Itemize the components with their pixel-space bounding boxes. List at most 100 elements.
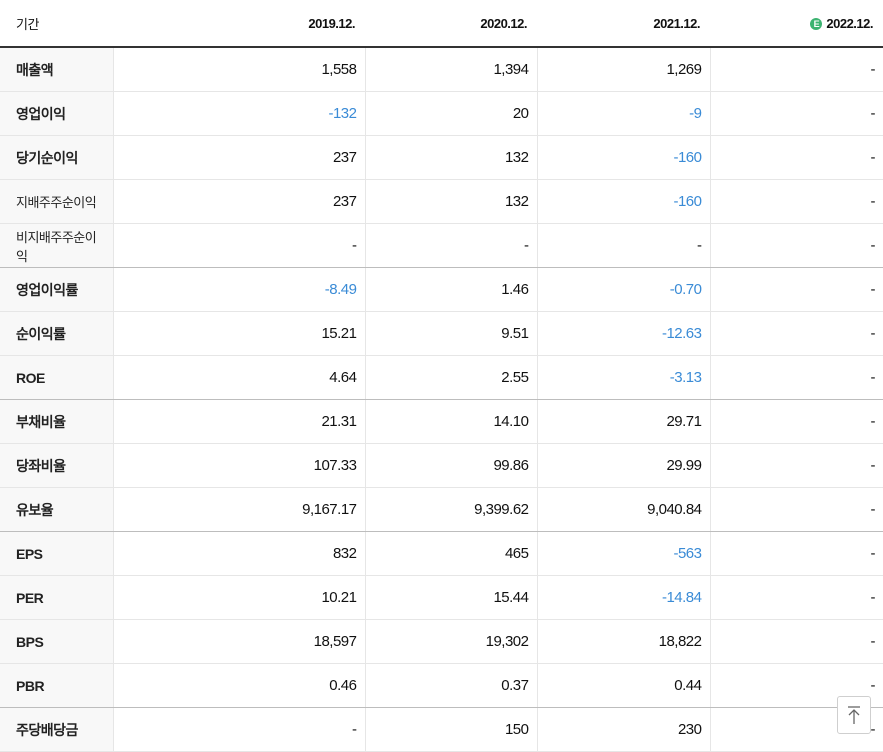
table-cell: 21.31 bbox=[112, 399, 365, 444]
table-cell: - bbox=[112, 707, 365, 752]
row-label: EPS bbox=[0, 531, 113, 576]
table-cell: 4.64 bbox=[112, 355, 365, 400]
table-row: 주당배당금 -150 230- bbox=[0, 707, 883, 752]
table-cell: 0.46 bbox=[112, 663, 365, 708]
table-cell: - bbox=[709, 619, 883, 664]
table-cell: -8.49 bbox=[112, 267, 365, 312]
table-cell: 20 bbox=[364, 91, 537, 136]
arrow-up-to-top-icon bbox=[848, 706, 860, 724]
table-cell: 0.37 bbox=[364, 663, 537, 708]
table-cell: -160 bbox=[536, 135, 710, 180]
table-cell: 132 bbox=[364, 135, 537, 180]
table-cell: 1,558 bbox=[112, 47, 365, 92]
table-cell: - bbox=[709, 399, 883, 444]
table-cell: 832 bbox=[112, 531, 365, 576]
table-cell: 237 bbox=[112, 135, 365, 180]
period-2021: 2021.12. bbox=[537, 0, 710, 48]
estimate-icon: E bbox=[810, 17, 823, 30]
table-cell: 9.51 bbox=[364, 311, 537, 356]
table-cell: 150 bbox=[364, 707, 537, 752]
table-row: PER 10.21 15.44 -14.84- bbox=[0, 575, 883, 620]
row-label: BPS bbox=[0, 619, 113, 664]
table-row: 부채비율 21.31 14.10 29.71- bbox=[0, 399, 883, 444]
table-cell: 19,302 bbox=[364, 619, 537, 664]
table-cell: 18,597 bbox=[112, 619, 365, 664]
table-cell: - bbox=[709, 443, 883, 488]
table-cell: -9 bbox=[536, 91, 710, 136]
table-row: 매출액 1,558 1,394 1,269- bbox=[0, 47, 883, 92]
row-label: 유보율 bbox=[0, 487, 113, 532]
table-cell: - bbox=[709, 575, 883, 620]
table-cell: 1.46 bbox=[364, 267, 537, 312]
table-row: 영업이익 -132 20 -9- bbox=[0, 91, 883, 136]
table-cell: 2.55 bbox=[364, 355, 537, 400]
table-cell: 18,822 bbox=[536, 619, 710, 664]
table-cell: - bbox=[709, 91, 883, 136]
table-cell: 29.71 bbox=[536, 399, 710, 444]
table-cell: 237 bbox=[112, 179, 365, 224]
table-cell: 9,040.84 bbox=[536, 487, 710, 532]
period-label: 기간 bbox=[0, 0, 113, 48]
table-cell: -3.13 bbox=[536, 355, 710, 400]
header-row: 기간 2019.12. 2020.12. 2021.12. E 2022.12. bbox=[0, 0, 883, 48]
row-label: 순이익률 bbox=[0, 311, 113, 356]
table-row: 영업이익률 -8.49 1.46 -0.70- bbox=[0, 267, 883, 312]
row-label: 주당배당금 bbox=[0, 707, 113, 752]
row-label: 영업이익 bbox=[0, 91, 113, 136]
table-cell: 230 bbox=[536, 707, 710, 752]
row-label: 당기순이익 bbox=[0, 135, 113, 180]
table-row: EPS 832 465 -563- bbox=[0, 531, 883, 576]
table-cell: -0.70 bbox=[536, 267, 710, 312]
table-cell: -160 bbox=[536, 179, 710, 224]
table-row: ROE 4.64 2.55 -3.13- bbox=[0, 355, 883, 400]
scroll-to-top-button[interactable] bbox=[837, 696, 871, 734]
table-cell: 107.33 bbox=[112, 443, 365, 488]
table-cell: 1,269 bbox=[536, 47, 710, 92]
table-row: PBR 0.46 0.37 0.44- bbox=[0, 663, 883, 708]
table-cell: - bbox=[709, 135, 883, 180]
table-row: 지배주주순이익 237 132 -160- bbox=[0, 179, 883, 224]
table-cell: 9,167.17 bbox=[112, 487, 365, 532]
table-cell: - bbox=[709, 355, 883, 400]
table-cell: 9,399.62 bbox=[364, 487, 537, 532]
period-2022-label: 2022.12. bbox=[826, 15, 873, 31]
period-2019: 2019.12. bbox=[113, 0, 365, 48]
table-cell: - bbox=[709, 531, 883, 576]
table-cell: 132 bbox=[364, 179, 537, 224]
table-cell: - bbox=[709, 311, 883, 356]
table-cell: - bbox=[709, 223, 883, 268]
table-row: 당기순이익 237 132 -160- bbox=[0, 135, 883, 180]
table-cell: 1,394 bbox=[364, 47, 537, 92]
table-cell: -563 bbox=[536, 531, 710, 576]
table-cell: - bbox=[709, 47, 883, 92]
table-cell: 0.44 bbox=[536, 663, 710, 708]
table-cell: 14.10 bbox=[364, 399, 537, 444]
table-cell: 15.44 bbox=[364, 575, 537, 620]
period-2020: 2020.12. bbox=[365, 0, 537, 48]
row-label: PER bbox=[0, 575, 113, 620]
table-row: 순이익률 15.21 9.51 -12.63- bbox=[0, 311, 883, 356]
row-label: ROE bbox=[0, 355, 113, 400]
table-cell: - bbox=[709, 179, 883, 224]
table-cell: - bbox=[112, 223, 365, 268]
period-2022: E 2022.12. bbox=[710, 0, 883, 48]
table-cell: 15.21 bbox=[112, 311, 365, 356]
row-label: 영업이익률 bbox=[0, 267, 113, 312]
table-cell: -132 bbox=[112, 91, 365, 136]
table-row: 비지배주주순이익 - - - - bbox=[0, 223, 883, 268]
table-cell: - bbox=[536, 223, 710, 268]
table-cell: 99.86 bbox=[364, 443, 537, 488]
row-label: 비지배주주순이익 bbox=[0, 223, 113, 268]
table-cell: - bbox=[364, 223, 537, 268]
row-label: 지배주주순이익 bbox=[0, 179, 113, 224]
table-cell: -12.63 bbox=[536, 311, 710, 356]
table-cell: - bbox=[709, 487, 883, 532]
row-label: PBR bbox=[0, 663, 113, 708]
table-cell: -14.84 bbox=[536, 575, 710, 620]
table-cell: 465 bbox=[364, 531, 537, 576]
row-label: 당좌비율 bbox=[0, 443, 113, 488]
table-cell: 29.99 bbox=[536, 443, 710, 488]
table-row: 당좌비율 107.33 99.86 29.99- bbox=[0, 443, 883, 488]
table-row: 유보율 9,167.17 9,399.62 9,040.84- bbox=[0, 487, 883, 532]
